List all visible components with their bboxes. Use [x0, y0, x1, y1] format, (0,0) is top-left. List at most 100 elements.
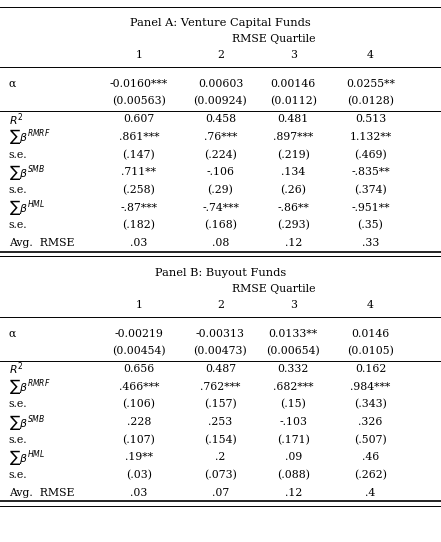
Text: $\sum\beta^{RMRF}$: $\sum\beta^{RMRF}$	[9, 127, 51, 146]
Text: (.507): (.507)	[354, 435, 387, 445]
Text: .253: .253	[209, 417, 232, 427]
Text: 0.458: 0.458	[205, 114, 236, 124]
Text: -0.00313: -0.00313	[196, 328, 245, 339]
Text: (.29): (.29)	[208, 185, 233, 195]
Text: 1: 1	[135, 300, 142, 309]
Text: 0.513: 0.513	[355, 114, 386, 124]
Text: (.107): (.107)	[123, 435, 155, 445]
Text: $\sum\beta^{SMB}$: $\sum\beta^{SMB}$	[9, 163, 45, 182]
Text: 0.332: 0.332	[277, 364, 309, 374]
Text: Panel B: Buyout Funds: Panel B: Buyout Funds	[155, 268, 286, 278]
Text: (.106): (.106)	[123, 399, 155, 409]
Text: 2: 2	[217, 300, 224, 309]
Text: (0.00654): (0.00654)	[266, 346, 320, 357]
Text: $R^2$: $R^2$	[9, 360, 23, 377]
Text: -.106: -.106	[206, 167, 235, 177]
Text: 3: 3	[290, 50, 297, 60]
Text: (0.00454): (0.00454)	[112, 346, 166, 357]
Text: (0.00924): (0.00924)	[194, 96, 247, 107]
Text: .326: .326	[358, 417, 383, 427]
Text: Avg.  RMSE: Avg. RMSE	[9, 238, 75, 248]
Text: $\sum\beta^{SMB}$: $\sum\beta^{SMB}$	[9, 412, 45, 431]
Text: 2: 2	[217, 50, 224, 60]
Text: 0.0146: 0.0146	[351, 328, 389, 339]
Text: (.26): (.26)	[280, 185, 306, 195]
Text: (.374): (.374)	[354, 185, 387, 195]
Text: (.073): (.073)	[204, 470, 237, 480]
Text: .08: .08	[212, 238, 229, 248]
Text: (.469): (.469)	[354, 150, 387, 160]
Text: .33: .33	[362, 238, 379, 248]
Text: α: α	[9, 328, 16, 339]
Text: $\sum\beta^{HML}$: $\sum\beta^{HML}$	[9, 198, 45, 217]
Text: 0.481: 0.481	[278, 114, 309, 124]
Text: (.157): (.157)	[204, 399, 237, 409]
Text: (.224): (.224)	[204, 150, 237, 160]
Text: .46: .46	[362, 453, 379, 462]
Text: s.e.: s.e.	[9, 221, 27, 230]
Text: .4: .4	[365, 488, 376, 498]
Text: (.258): (.258)	[123, 185, 155, 195]
Text: 0.656: 0.656	[123, 364, 154, 374]
Text: (.171): (.171)	[277, 435, 310, 445]
Text: .897***: .897***	[273, 132, 314, 142]
Text: .711**: .711**	[121, 167, 157, 177]
Text: .466***: .466***	[119, 382, 159, 392]
Text: .228: .228	[127, 417, 151, 427]
Text: (0.00563): (0.00563)	[112, 96, 166, 107]
Text: (.343): (.343)	[354, 399, 387, 409]
Text: 1.132**: 1.132**	[349, 132, 392, 142]
Text: .762***: .762***	[200, 382, 241, 392]
Text: RMSE Quartile: RMSE Quartile	[232, 34, 315, 44]
Text: (.154): (.154)	[204, 435, 237, 445]
Text: (.168): (.168)	[204, 220, 237, 231]
Text: 3: 3	[290, 300, 297, 309]
Text: (.35): (.35)	[358, 220, 383, 231]
Text: .09: .09	[284, 453, 302, 462]
Text: -.74***: -.74***	[202, 203, 239, 213]
Text: (.088): (.088)	[277, 470, 310, 480]
Text: (.219): (.219)	[277, 150, 310, 160]
Text: .03: .03	[130, 488, 148, 498]
Text: -.103: -.103	[279, 417, 307, 427]
Text: (.147): (.147)	[123, 150, 155, 160]
Text: 0.162: 0.162	[355, 364, 386, 374]
Text: .984***: .984***	[350, 382, 391, 392]
Text: (0.0128): (0.0128)	[347, 96, 394, 107]
Text: .03: .03	[130, 238, 148, 248]
Text: .861***: .861***	[119, 132, 159, 142]
Text: s.e.: s.e.	[9, 470, 27, 480]
Text: RMSE Quartile: RMSE Quartile	[232, 284, 315, 294]
Text: -.86**: -.86**	[277, 203, 309, 213]
Text: .12: .12	[284, 238, 302, 248]
Text: (0.0105): (0.0105)	[347, 346, 394, 357]
Text: .07: .07	[212, 488, 229, 498]
Text: .19**: .19**	[125, 453, 153, 462]
Text: -.87***: -.87***	[120, 203, 157, 213]
Text: Panel A: Venture Capital Funds: Panel A: Venture Capital Funds	[130, 18, 311, 28]
Text: (0.0112): (0.0112)	[270, 96, 317, 107]
Text: $\sum\beta^{RMRF}$: $\sum\beta^{RMRF}$	[9, 377, 51, 396]
Text: s.e.: s.e.	[9, 399, 27, 409]
Text: s.e.: s.e.	[9, 185, 27, 195]
Text: .76***: .76***	[204, 132, 237, 142]
Text: .134: .134	[281, 167, 305, 177]
Text: -.951**: -.951**	[351, 203, 390, 213]
Text: (0.00473): (0.00473)	[194, 346, 247, 357]
Text: 0.487: 0.487	[205, 364, 236, 374]
Text: -.835**: -.835**	[351, 167, 390, 177]
Text: .682***: .682***	[273, 382, 314, 392]
Text: s.e.: s.e.	[9, 435, 27, 445]
Text: s.e.: s.e.	[9, 150, 27, 160]
Text: 0.607: 0.607	[123, 114, 154, 124]
Text: -0.00219: -0.00219	[115, 328, 163, 339]
Text: (.03): (.03)	[126, 470, 152, 480]
Text: (.15): (.15)	[280, 399, 306, 409]
Text: α: α	[9, 79, 16, 89]
Text: 0.00146: 0.00146	[271, 79, 316, 89]
Text: .2: .2	[215, 453, 226, 462]
Text: -0.0160***: -0.0160***	[110, 79, 168, 89]
Text: 0.0255**: 0.0255**	[346, 79, 395, 89]
Text: (.182): (.182)	[123, 220, 155, 231]
Text: 0.00603: 0.00603	[198, 79, 243, 89]
